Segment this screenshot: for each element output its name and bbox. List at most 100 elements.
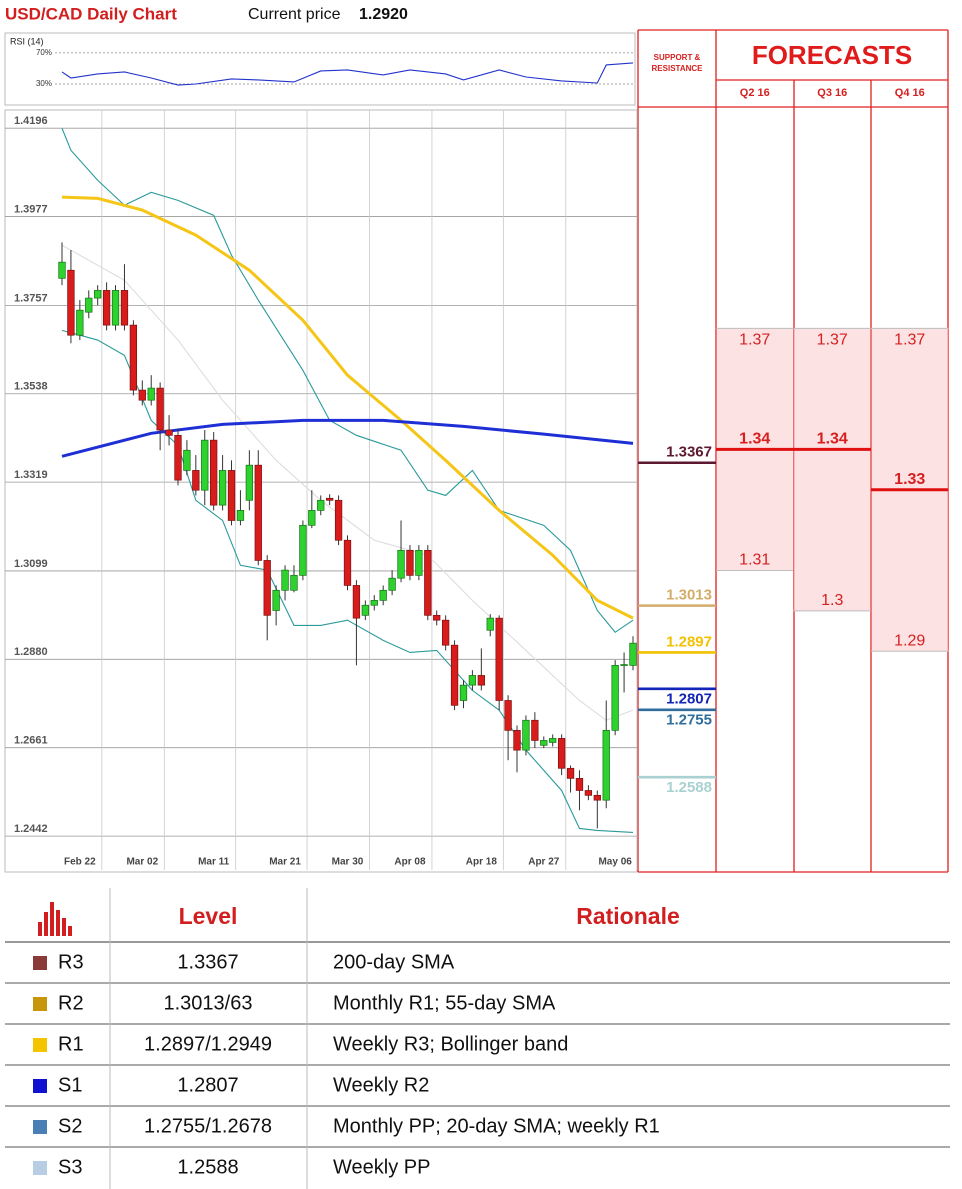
candle-body [67,269,75,336]
candle-body [575,778,584,791]
candle-body [218,470,227,506]
candle-body [174,434,182,481]
candle-body [566,767,575,779]
forecast-low-label: 1.31 [739,552,770,569]
x-tick-label: Mar 21 [269,857,301,868]
level-swatch [33,956,47,970]
current-price: 1.2920 [359,6,408,23]
table-header: Rationale [576,903,680,929]
candle-body [513,730,521,751]
candle-body [468,675,477,686]
bar-icon [38,902,72,936]
candle-body [165,429,173,436]
level-name: R1 [58,1033,84,1055]
candle-body [611,665,619,731]
forecast-mid-label: 1.34 [817,431,848,448]
candle-body [415,549,423,576]
x-tick-label: Mar 02 [126,857,158,868]
candle-body [138,389,146,401]
rationale: Weekly PP [333,1156,430,1178]
x-tick-label: Feb 22 [64,857,96,868]
x-tick-label: Mar 11 [198,857,230,868]
icon-bar [56,910,60,936]
rationale: Weekly R2 [333,1074,429,1096]
candle-body [299,524,307,576]
level-name: S1 [58,1074,82,1096]
candle-body [406,549,414,576]
candle-body [111,290,120,326]
y-tick-label: 1.3319 [14,469,48,481]
icon-bar [44,912,48,936]
candle-body [370,600,378,606]
forecast-high-label: 1.37 [739,332,770,349]
level-swatch [33,1161,47,1175]
candle-body [593,794,601,801]
candle-body [254,464,262,561]
candle-body [236,510,245,521]
candle-body [263,560,271,616]
forecast-grid [637,29,949,873]
level-name: S3 [58,1156,82,1178]
rationale: Weekly R3; Bollinger band [333,1033,568,1055]
level-name: R2 [58,992,84,1014]
candle-body [441,619,450,646]
candle-body [602,730,610,801]
icon-bar [62,918,66,936]
candle-body [486,617,494,631]
level-value: 1.2588 [177,1156,238,1178]
y-tick-label: 1.2442 [14,823,48,835]
y-tick-label: 70% [36,48,52,57]
candle-body [334,499,343,541]
overlay-line [61,195,634,620]
candle-body [120,290,129,326]
page-title: USD/CAD Daily Chart [5,4,177,23]
candle-body [388,577,396,591]
level-label: 1.3013 [666,587,712,604]
candle-body [192,470,200,491]
y-tick-label: 1.3977 [14,203,48,215]
candle-body [272,589,280,611]
candle-body [343,539,352,586]
forecast-mid-label: 1.34 [739,431,770,448]
y-tick-label: 1.2880 [14,646,48,658]
y-tick-label: 1.2661 [14,735,48,747]
candle-body [129,324,138,391]
rsi-line [61,62,634,86]
candle-body [450,644,459,706]
level-name: S2 [58,1115,82,1137]
chart-frame [4,109,638,873]
candle-body [504,700,512,731]
candle-body [540,740,548,746]
y-tick-label: 30% [36,79,52,88]
forecast-range [794,328,871,611]
level-name: R3 [58,951,84,973]
candle-body [352,585,361,619]
candle-body [459,684,468,701]
candle-body [76,309,84,336]
forecast-high-label: 1.37 [894,332,925,349]
level-value: 1.3367 [177,951,238,973]
candle-body [379,589,387,601]
candle-body [102,290,111,326]
candle-body [147,387,155,401]
rsi-frame [4,32,636,106]
forecast-title: FORECASTS [752,40,912,70]
icon-bar [50,902,54,936]
candle-body [629,642,637,666]
candle-body [531,719,539,741]
level-label: 1.2807 [666,691,712,708]
candle-body [433,614,441,621]
level-swatch [33,1120,47,1134]
forecast-low-label: 1.3 [821,592,843,609]
candle-body [290,575,298,591]
support-title-box: SUPPORT & RESISTANCE [652,53,703,73]
x-tick-label: May 06 [598,857,632,868]
icon-bar [38,922,42,936]
table-grid [5,888,950,1189]
x-tick-label: Mar 30 [332,857,364,868]
candle-body [620,664,628,666]
candle-body [210,439,218,506]
level-swatch [33,1079,47,1093]
candle-body [495,617,503,701]
overlay-line [61,127,634,634]
